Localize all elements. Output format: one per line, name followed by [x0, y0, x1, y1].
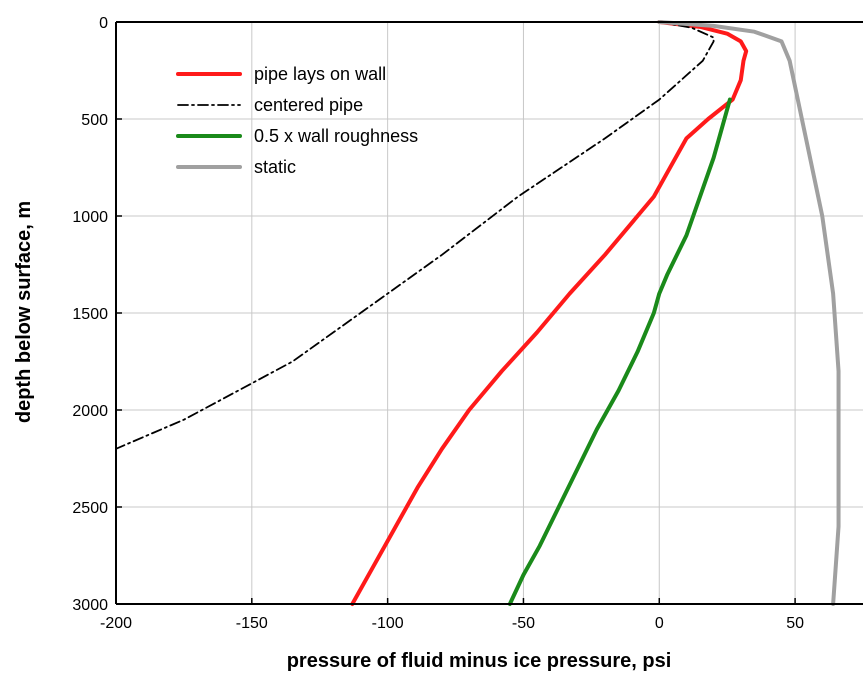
- legend: pipe lays on wall centered pipe 0.5 x wall…: [176, 64, 418, 177]
- legend-label-1: centered pipe: [254, 95, 363, 115]
- y-tick-label-5: 2500: [72, 500, 108, 517]
- y-tick-label-0: 0: [99, 15, 108, 32]
- y-tick-label-3: 1500: [72, 306, 108, 323]
- series-line-0: [350, 20, 749, 606]
- x-tick-label-4: 0: [655, 615, 664, 632]
- x-tick-label-5: 50: [786, 615, 804, 632]
- x-tick-label-0: -200: [100, 615, 132, 632]
- y-tick-label-1: 500: [81, 112, 108, 129]
- plot-frame: [115, 21, 863, 605]
- y-tick-label-4: 2000: [72, 403, 108, 420]
- x-tick-label-3: -50: [512, 615, 535, 632]
- legend-label-0: pipe lays on wall: [254, 64, 386, 84]
- x-axis-title: pressure of fluid minus ice pressure, ps…: [287, 650, 672, 672]
- y-axis-title: depth below surface, m: [13, 201, 35, 423]
- series-line-3: [657, 20, 841, 606]
- x-tick-label-2: -100: [372, 615, 404, 632]
- legend-label-3: static: [254, 157, 296, 177]
- series-line-1: [116, 21, 715, 450]
- grid: [115, 21, 863, 605]
- x-tick-label-1: -150: [236, 615, 268, 632]
- y-tick-label-2: 1000: [72, 209, 108, 226]
- tick-labels: -200 -150 -100 -50 0 500500100015002000250030…: [72, 15, 804, 632]
- legend-label-2: 0.5 x wall roughness: [254, 126, 418, 146]
- plot-series: [116, 20, 841, 606]
- series-line-2: [507, 97, 732, 606]
- y-tick-label-6: 3000: [72, 597, 108, 614]
